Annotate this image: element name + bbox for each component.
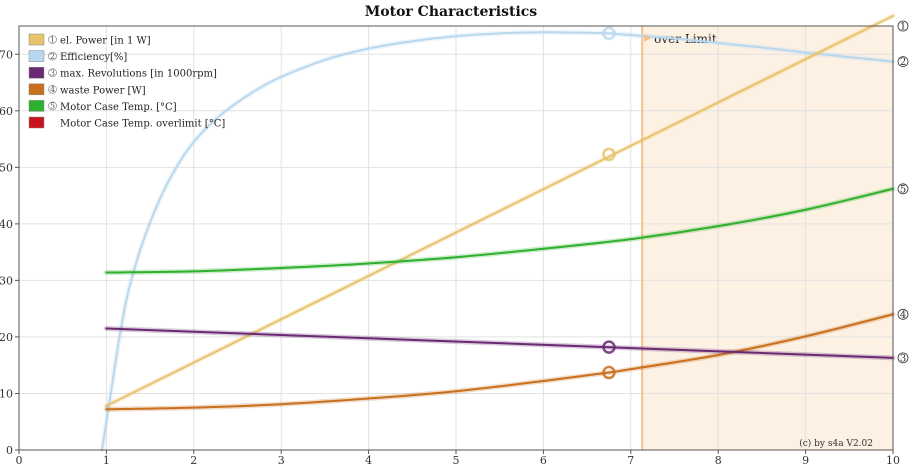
end-marker-circle bbox=[897, 308, 909, 320]
end-marker-label: 4 bbox=[900, 310, 906, 321]
series-line-3 bbox=[105, 327, 894, 359]
legend-marker-label: 4 bbox=[50, 85, 55, 94]
cursor-markers bbox=[602, 26, 616, 380]
x-tick-label: 2 bbox=[190, 454, 197, 465]
end-marker-circle bbox=[897, 352, 909, 364]
legend-entry: Motor Case Temp. [°C] bbox=[60, 102, 177, 113]
y-tick-label: 10 bbox=[0, 387, 13, 400]
legend-swatch bbox=[28, 100, 45, 112]
legend-marker-label: 1 bbox=[50, 35, 55, 44]
legend-entry: el. Power [in 1 W] bbox=[60, 36, 151, 47]
cursor-point-4 bbox=[602, 365, 616, 380]
legend-marker-label: 3 bbox=[50, 69, 55, 78]
series-line-4 bbox=[105, 313, 894, 411]
legend-marker-circle bbox=[48, 68, 57, 77]
x-tick-label: 10 bbox=[886, 454, 900, 465]
credit-text: (c) by s4a V2.02 bbox=[799, 438, 873, 449]
series-lines bbox=[99, 13, 896, 453]
legend-swatch bbox=[28, 50, 45, 62]
y-tick-label: 30 bbox=[0, 274, 13, 287]
x-tick-label: 4 bbox=[365, 454, 372, 465]
legend-marker-circle bbox=[48, 85, 57, 94]
overlimit-arrow-icon bbox=[644, 34, 652, 42]
cursor-point-2 bbox=[602, 26, 616, 41]
legend-marker-circle bbox=[48, 51, 57, 61]
plot-frame bbox=[18, 25, 894, 451]
x-tick-label: 8 bbox=[715, 454, 722, 465]
legend: 1 el. Power [in 1 W] 2 Efficiency[%] 3 max. R… bbox=[28, 33, 225, 130]
y-tick-label: 40 bbox=[0, 218, 13, 231]
end-marker-circle bbox=[897, 183, 909, 195]
legend-marker-circle bbox=[48, 101, 57, 111]
series-line-2 bbox=[101, 31, 894, 451]
end-marker-label: 2 bbox=[900, 57, 906, 68]
legend-entry: Motor Case Temp. overlimit [°C] bbox=[60, 119, 225, 130]
x-axis-ticks: 0 1 2 3 4 5 6 7 8 9 10 bbox=[16, 450, 900, 465]
y-tick-label: 50 bbox=[0, 161, 13, 174]
end-marker-label: 3 bbox=[900, 353, 906, 364]
legend-marker-label: 5 bbox=[50, 102, 55, 111]
cursor-point-3 bbox=[602, 340, 616, 354]
end-marker-label: 5 bbox=[900, 184, 906, 195]
series-line-1 bbox=[105, 14, 894, 407]
x-tick-label: 5 bbox=[453, 454, 460, 465]
x-tick-label: 6 bbox=[540, 454, 547, 465]
legend-swatch bbox=[28, 83, 45, 96]
cursor-point-1 bbox=[602, 147, 616, 162]
legend-entry: max. Revolutions [in 1000rpm] bbox=[60, 69, 217, 80]
y-tick-label: 60 bbox=[0, 105, 13, 118]
end-marker-circle bbox=[897, 20, 909, 32]
chart-title: Motor Characteristics bbox=[365, 4, 538, 20]
y-axis-ticks: 0 10 20 30 40 50 60 70 bbox=[0, 48, 19, 457]
series-end-markers: 1 2 3 4 5 bbox=[897, 20, 909, 364]
overlimit-region bbox=[642, 26, 893, 450]
x-tick-label: 9 bbox=[802, 454, 809, 465]
x-tick-label: 1 bbox=[103, 454, 110, 465]
legend-marker-label: 2 bbox=[50, 52, 55, 61]
legend-entry: waste Power [W] bbox=[60, 85, 146, 96]
x-tick-label: 3 bbox=[278, 454, 285, 465]
end-marker-circle bbox=[897, 56, 909, 68]
x-tick-label: 0 bbox=[16, 454, 23, 465]
legend-swatch bbox=[28, 33, 45, 46]
legend-swatch bbox=[28, 66, 45, 79]
grid bbox=[19, 26, 893, 450]
y-tick-label: 70 bbox=[0, 48, 13, 61]
legend-entry: Efficiency[%] bbox=[60, 52, 127, 63]
x-tick-label: 7 bbox=[627, 454, 634, 465]
y-tick-label: 20 bbox=[0, 331, 13, 344]
legend-marker-circle bbox=[48, 35, 57, 44]
y-tick-label: 0 bbox=[6, 444, 13, 457]
end-marker-label: 1 bbox=[900, 22, 906, 33]
series-line-5 bbox=[105, 187, 894, 274]
legend-swatch bbox=[28, 116, 45, 129]
